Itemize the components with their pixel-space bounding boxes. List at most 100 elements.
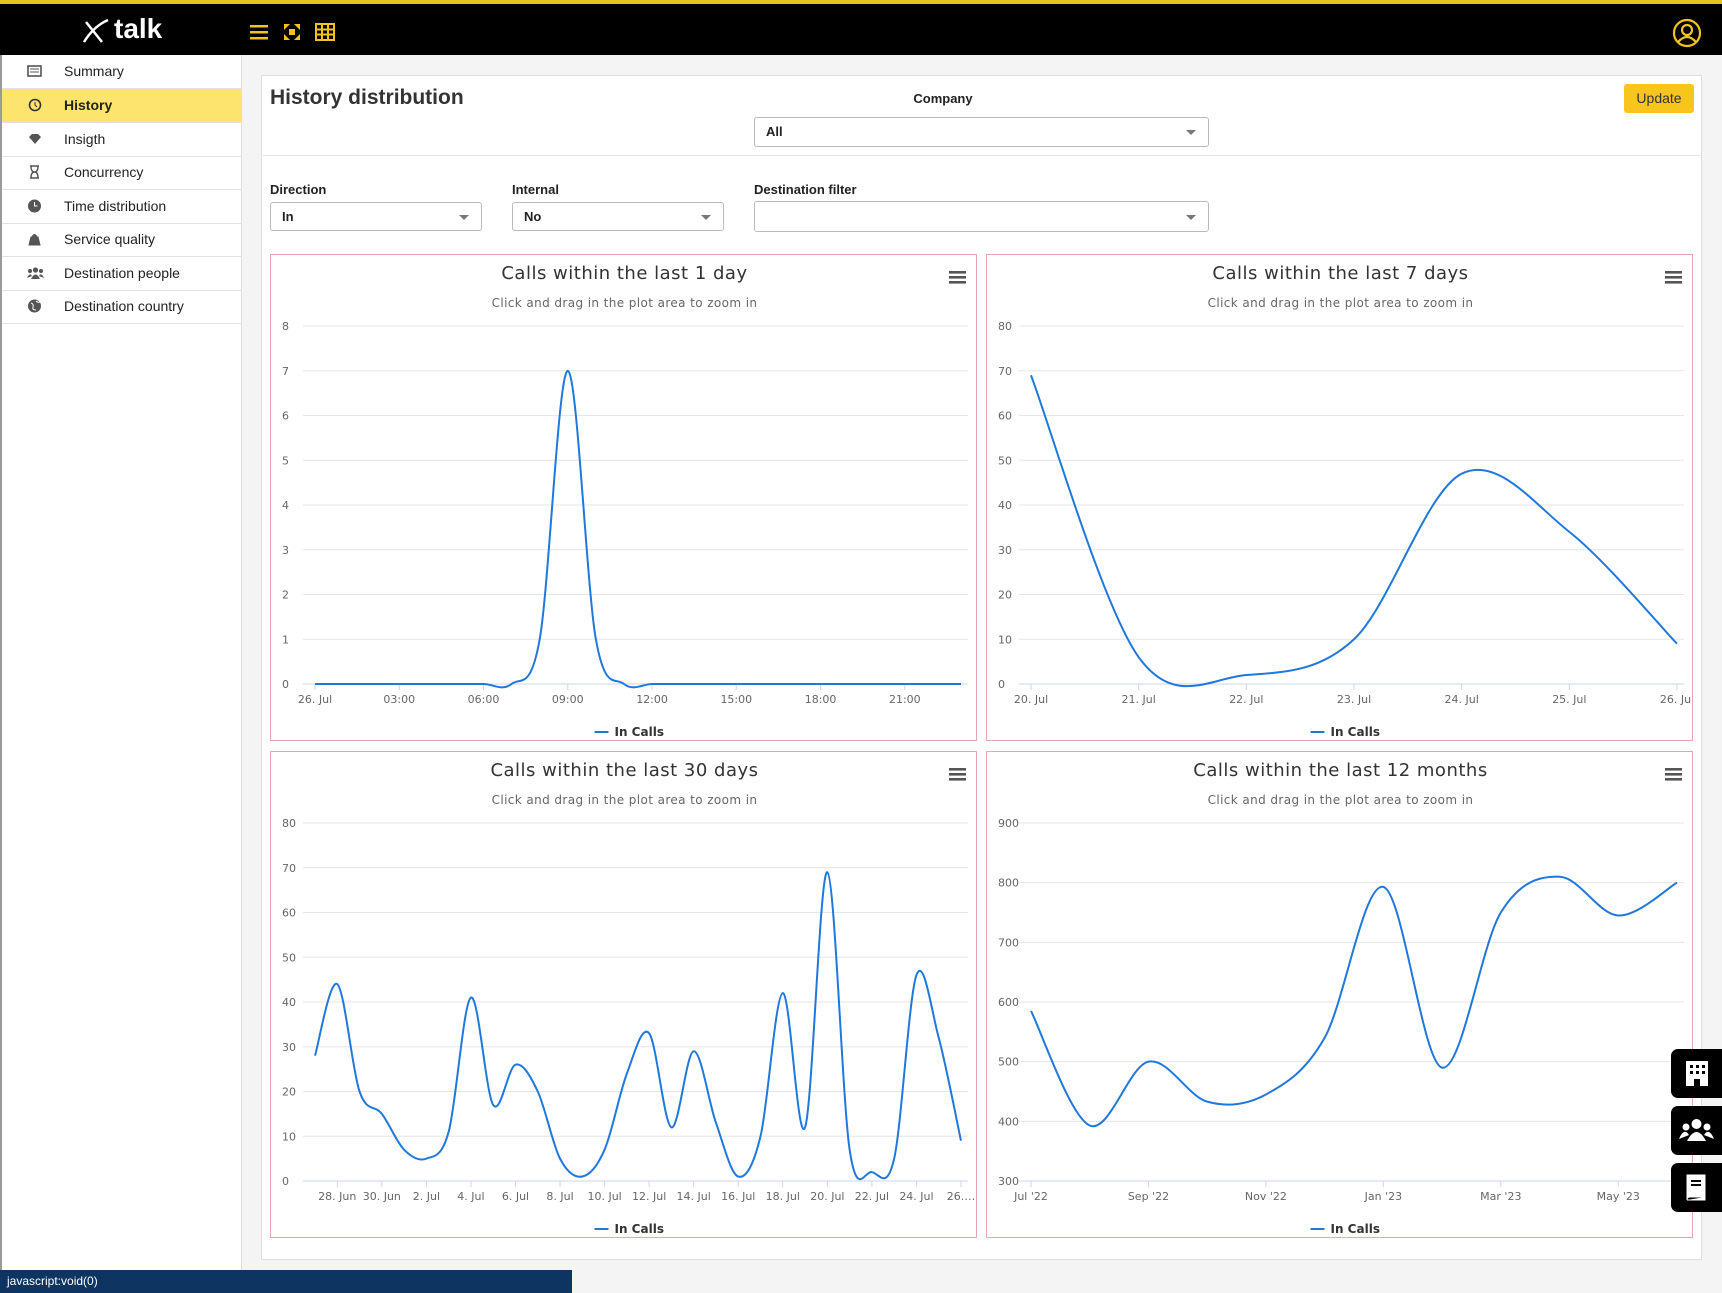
chart-menu[interactable]: [1665, 271, 1682, 284]
x-tick-label: 22. Jul: [1229, 693, 1263, 706]
book-shortcut[interactable]: [1671, 1163, 1722, 1212]
select-value: In: [282, 209, 294, 224]
menu-button[interactable]: [250, 24, 268, 40]
x-tick-label: 09:00: [552, 693, 584, 706]
chart-subtitle: Click and drag in the plot area to zoom …: [492, 793, 758, 807]
y-tick-label: 300: [998, 1175, 1019, 1188]
nav-label: Insigth: [64, 131, 106, 147]
chart: Calls within the last 1 day Click and dra…: [270, 254, 977, 741]
nav-item[interactable]: Destination country: [2, 290, 242, 324]
y-tick-label: 700: [998, 936, 1019, 949]
x-tick-label: 06:00: [468, 693, 500, 706]
y-tick-label: 7: [282, 365, 289, 378]
company-shortcut[interactable]: [1671, 1049, 1722, 1098]
y-tick-label: 0: [282, 1175, 289, 1188]
x-tick-label: 23. Jul: [1337, 693, 1371, 706]
x-tick-label: 26. Jul: [1660, 693, 1693, 706]
nav-label: Time distribution: [64, 198, 167, 214]
y-tick-label: 800: [998, 877, 1019, 890]
chart-menu[interactable]: [1665, 768, 1682, 781]
nav-item[interactable]: Summary: [2, 55, 242, 89]
chart-title: Calls within the last 12 months: [1193, 760, 1487, 781]
series-line: [1030, 374, 1678, 688]
x-tick-label: 14. Jul: [677, 1190, 711, 1203]
menu-bar: [1665, 778, 1682, 781]
select-value: No: [524, 209, 542, 224]
nav-label: Destination people: [64, 265, 180, 281]
chart-subtitle: Click and drag in the plot area to zoom …: [492, 296, 758, 310]
direction-label: Direction: [270, 182, 327, 197]
y-tick-label: 5: [282, 454, 289, 467]
x-tick-label: 20. Jul: [810, 1190, 844, 1203]
y-tick-label: 6: [282, 410, 289, 423]
x-tick-label: Jan '23: [1364, 1190, 1402, 1203]
nav-item[interactable]: Insigth: [2, 123, 242, 157]
x-tick-label: Sep '22: [1128, 1190, 1169, 1203]
chart-menu[interactable]: [949, 271, 966, 284]
direction-select[interactable]: In: [270, 202, 482, 231]
x-tick-label: 28. Jun: [318, 1190, 356, 1203]
y-tick-label: 50: [282, 951, 296, 964]
grid-button[interactable]: [315, 23, 335, 41]
y-tick-label: 80: [998, 320, 1012, 333]
internal-select[interactable]: No: [512, 202, 724, 231]
chart-menu[interactable]: [949, 768, 966, 781]
nav-item[interactable]: Concurrency: [2, 156, 242, 190]
legend-label[interactable]: In Calls: [1331, 1222, 1380, 1236]
legend-label[interactable]: In Calls: [615, 725, 664, 739]
x-tick-label: Mar '23: [1480, 1190, 1521, 1203]
x-tick-label: 21. Jul: [1122, 693, 1156, 706]
y-tick-label: 500: [998, 1056, 1019, 1069]
chart: Calls within the last 12 months Click and…: [986, 751, 1693, 1238]
sidebar: Summary History Insigth Concurrency Time…: [0, 55, 242, 1293]
series-line: [314, 369, 961, 689]
menu-bar: [949, 281, 966, 284]
status-bar: javascript:void(0): [0, 1270, 572, 1293]
people-shortcut[interactable]: [1671, 1106, 1722, 1155]
company-select[interactable]: All: [754, 117, 1209, 147]
y-tick-label: 0: [998, 678, 1005, 691]
y-tick-label: 600: [998, 996, 1019, 1009]
chart-subtitle: Click and drag in the plot area to zoom …: [1208, 793, 1474, 807]
y-tick-label: 30: [998, 544, 1012, 557]
chart: Calls within the last 7 days Click and dr…: [986, 254, 1693, 741]
user-button[interactable]: [1672, 18, 1702, 48]
menu-bar: [949, 773, 966, 776]
divider: [263, 155, 1700, 156]
x-tick-label: 12. Jul: [632, 1190, 666, 1203]
y-tick-label: 70: [282, 862, 296, 875]
y-tick-label: 30: [282, 1041, 296, 1054]
x-tick-label: 22. Jul: [855, 1190, 889, 1203]
x-tick-label: 2. Jul: [413, 1190, 440, 1203]
series-line: [1030, 875, 1678, 1128]
x-tick-label: 24. Jul: [1445, 693, 1479, 706]
x-tick-label: 18. Jul: [766, 1190, 800, 1203]
chart: Calls within the last 30 days Click and d…: [270, 751, 977, 1238]
nav-item[interactable]: Service quality: [2, 223, 242, 257]
y-tick-label: 400: [998, 1115, 1019, 1128]
x-tick-label: Nov '22: [1245, 1190, 1287, 1203]
nav-item[interactable]: Time distribution: [2, 190, 242, 224]
update-button[interactable]: Update: [1624, 84, 1694, 113]
y-tick-label: 8: [282, 320, 289, 333]
legend-label[interactable]: In Calls: [1331, 725, 1380, 739]
fullscreen-button[interactable]: [283, 23, 301, 41]
nav-label: Service quality: [64, 231, 156, 247]
x-tick-label: 21:00: [889, 693, 921, 706]
nav-item[interactable]: History: [2, 89, 242, 123]
company-label: Company: [913, 91, 973, 106]
destination-select[interactable]: [754, 201, 1209, 232]
y-tick-label: 900: [998, 817, 1019, 830]
y-tick-label: 60: [998, 410, 1012, 423]
x-tick-label: 26.…: [947, 1190, 976, 1203]
nav-item[interactable]: Destination people: [2, 257, 242, 291]
logo[interactable]: talk: [114, 13, 163, 44]
nav-label: Concurrency: [64, 164, 144, 180]
x-tick-label: 26. Jul: [298, 693, 332, 706]
x-tick-label: 6. Jul: [502, 1190, 529, 1203]
y-tick-label: 10: [998, 633, 1012, 646]
menu-bar: [1665, 768, 1682, 771]
legend-label[interactable]: In Calls: [615, 1222, 664, 1236]
select-value: All: [766, 124, 783, 139]
y-tick-label: 60: [282, 907, 296, 920]
